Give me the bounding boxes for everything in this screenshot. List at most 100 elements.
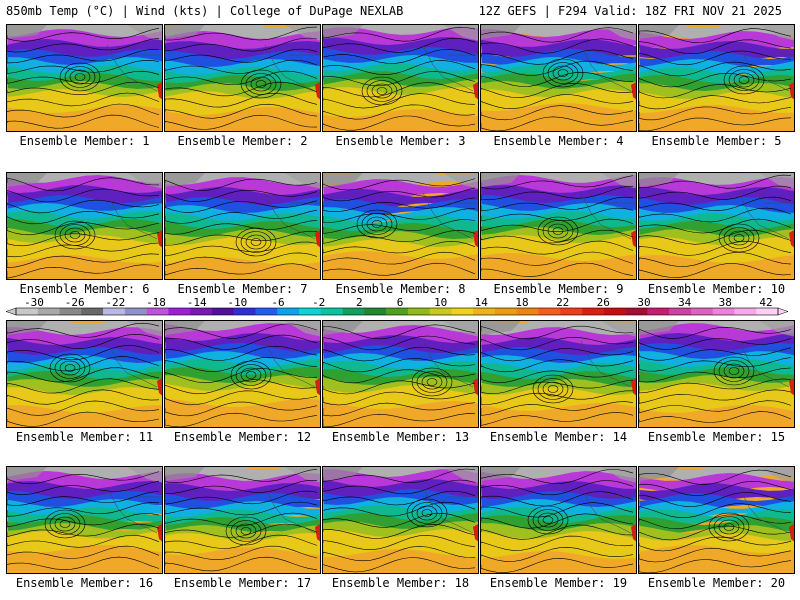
ensemble-member-label: Ensemble Member: 14 [489, 430, 628, 444]
colorbar-tick-label: 14 [475, 298, 489, 309]
colorbar-swatch [146, 308, 169, 315]
ensemble-member-label: Ensemble Member: 15 [647, 430, 786, 444]
colorbar-swatch [582, 308, 605, 315]
ensemble-member-map [480, 466, 637, 574]
colorbar-tick-label: 26 [597, 298, 610, 309]
ensemble-member-label: Ensemble Member: 5 [651, 134, 782, 148]
colorbar-swatch [16, 308, 39, 315]
chart-title: 850mb Temp (°C) | Wind (kts) | College o… [6, 4, 404, 18]
colorbar-tick-label: -26 [65, 298, 85, 309]
temperature-field [165, 173, 320, 279]
ensemble-member-map [164, 24, 321, 132]
temperature-field [323, 321, 478, 427]
ensemble-member-label: Ensemble Member: 17 [173, 576, 312, 590]
temperature-field [165, 321, 320, 427]
colorbar-tick-label: -22 [105, 298, 125, 309]
colorbar-swatch [407, 308, 430, 315]
colorbar-tick-label: 10 [434, 298, 447, 309]
colorbar-swatch [647, 308, 670, 315]
ensemble-member-map [6, 466, 163, 574]
ensemble-member-map [480, 24, 637, 132]
colorbar-tick-label: -6 [271, 298, 284, 309]
colorbar-swatch [320, 308, 343, 315]
colorbar-swatch [211, 308, 235, 315]
ensemble-member-label: Ensemble Member: 8 [335, 282, 466, 296]
temperature-field [7, 173, 162, 279]
ensemble-member-map [322, 320, 479, 428]
run-valid-time: 12Z GEFS | F294 Valid: 18Z FRI NOV 21 20… [478, 4, 782, 18]
colorbar-min-arrow [5, 307, 17, 316]
colorbar-tick-label: 38 [719, 298, 732, 309]
colorbar-tick-label: 2 [356, 298, 363, 309]
ensemble-member-label: Ensemble Member: 19 [489, 576, 628, 590]
colorbar-swatch [59, 308, 82, 315]
colorbar-swatch [255, 308, 278, 315]
ensemble-member-label: Ensemble Member: 1 [19, 134, 150, 148]
temperature-field [639, 467, 794, 573]
colorbar-swatch [277, 308, 300, 315]
colorbar-swatch [37, 308, 60, 315]
colorbar-swatch [690, 308, 713, 315]
temperature-field [481, 173, 636, 279]
temperature-field [639, 321, 794, 427]
colorbar-swatch [342, 308, 365, 315]
colorbar-swatch [734, 308, 757, 315]
ensemble-member-map [322, 466, 479, 574]
temperature-field [481, 321, 636, 427]
colorbar-tick-label: 42 [759, 298, 772, 309]
colorbar-swatch [451, 308, 474, 315]
ensemble-member-label: Ensemble Member: 4 [493, 134, 624, 148]
temperature-field [639, 173, 794, 279]
colorbar-swatch [669, 308, 692, 315]
temperature-field [639, 25, 794, 131]
ensemble-member-map [638, 320, 795, 428]
temperature-field [323, 173, 478, 279]
colorbar-swatch [625, 308, 648, 315]
ensemble-member-map [322, 24, 479, 132]
colorbar-swatch [124, 308, 147, 315]
colorbar-tick-label: -30 [24, 298, 44, 309]
colorbar-tick-label: -18 [146, 298, 166, 309]
ensemble-member-label: Ensemble Member: 12 [173, 430, 312, 444]
temperature-colorbar: -30 -26 -22 -18 -14 -10 -6 -2 2 6 10 14 18 22 26 30 34 38… [5, 298, 789, 316]
ensemble-member-label: Ensemble Member: 9 [493, 282, 624, 296]
colorbar-swatch [233, 308, 256, 315]
colorbar-swatch [603, 308, 626, 315]
temperature-field [7, 25, 162, 131]
colorbar-swatch [168, 308, 191, 315]
temperature-field [165, 25, 320, 131]
colorbar-swatch [712, 308, 735, 315]
colorbar-swatch [81, 308, 104, 315]
ensemble-member-label: Ensemble Member: 2 [177, 134, 308, 148]
colorbar-max-arrow [777, 307, 789, 316]
temperature-field [7, 321, 162, 427]
ensemble-member-label: Ensemble Member: 18 [331, 576, 470, 590]
colorbar-tick-label: 34 [678, 298, 692, 309]
temperature-field [481, 25, 636, 131]
ensemble-member-map [6, 320, 163, 428]
colorbar-tick-label: 22 [556, 298, 569, 309]
colorbar-swatch [538, 308, 561, 315]
colorbar-swatch [756, 308, 779, 315]
ensemble-member-map [164, 172, 321, 280]
temperature-field [323, 25, 478, 131]
colorbar-swatch [386, 308, 409, 315]
colorbar-tick-label: -10 [227, 298, 247, 309]
ensemble-member-map [480, 172, 637, 280]
temperature-field [7, 467, 162, 573]
temperature-field [323, 467, 478, 573]
colorbar-swatch [429, 308, 452, 315]
colorbar-tick-label: -14 [187, 298, 207, 309]
ensemble-member-label: Ensemble Member: 13 [331, 430, 470, 444]
colorbar-swatch [560, 308, 583, 315]
ensemble-member-map [480, 320, 637, 428]
temperature-field [481, 467, 636, 573]
colorbar-swatch [190, 308, 213, 315]
colorbar-tick-label: 18 [515, 298, 528, 309]
ensemble-member-map [322, 172, 479, 280]
colorbar-tick-label: -2 [312, 298, 325, 309]
ensemble-member-map [638, 24, 795, 132]
colorbar-swatch [299, 308, 322, 315]
ensemble-member-map [164, 320, 321, 428]
ensemble-member-map [6, 24, 163, 132]
